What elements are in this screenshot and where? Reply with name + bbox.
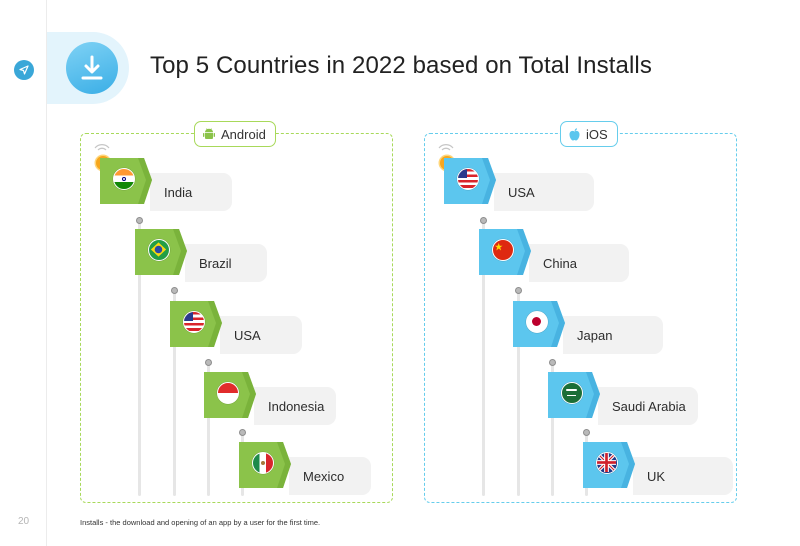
flag-pole	[173, 292, 176, 496]
uk-flag-icon	[596, 452, 618, 474]
footnote: Installs - the download and opening of a…	[80, 518, 321, 527]
flag-pole-cap	[549, 359, 556, 366]
download-icon	[66, 42, 118, 94]
flag-pole-cap	[480, 217, 487, 224]
compass-icon[interactable]	[14, 60, 34, 80]
apple-icon	[569, 127, 580, 140]
flag-pole-cap	[239, 429, 246, 436]
usa-flag-icon	[457, 168, 479, 190]
signal-icon	[94, 144, 110, 151]
country-label: USA	[494, 173, 594, 211]
android-badge-label: Android	[221, 126, 266, 142]
mexico-flag-icon	[252, 452, 274, 474]
japan-flag-icon	[526, 311, 548, 333]
flag-pole	[207, 364, 210, 496]
page-title: Top 5 Countries in 2022 based on Total I…	[150, 52, 652, 79]
country-label: Japan	[563, 316, 663, 354]
ios-panel: iOS	[424, 121, 737, 503]
flag-pole-cap	[583, 429, 590, 436]
country-label: China	[529, 244, 629, 282]
flag-pole-cap	[205, 359, 212, 366]
flag-pole-cap	[515, 287, 522, 294]
saudi-arabia-flag-icon	[561, 382, 583, 404]
flag-pole-cap	[171, 287, 178, 294]
android-panel: Android	[80, 121, 393, 503]
india-flag-icon	[113, 168, 135, 190]
ios-badge-label: iOS	[586, 126, 608, 142]
flag-pole-cap	[136, 217, 143, 224]
country-label: India	[150, 173, 232, 211]
country-label: USA	[220, 316, 302, 354]
flag-pole	[551, 364, 554, 496]
brazil-flag-icon	[148, 239, 170, 261]
country-label: Saudi Arabia	[598, 387, 698, 425]
ios-badge: iOS	[560, 121, 618, 147]
country-label: UK	[633, 457, 733, 495]
country-label: Indonesia	[254, 387, 336, 425]
sidebar: 20	[0, 0, 47, 546]
flag-pole	[517, 292, 520, 496]
china-flag-icon	[492, 239, 514, 261]
indonesia-flag-icon	[217, 382, 239, 404]
country-label: Brazil	[185, 244, 267, 282]
flag-pole	[138, 222, 141, 496]
header-icon-badge	[47, 32, 129, 104]
page-number: 20	[17, 516, 30, 527]
country-label: Mexico	[289, 457, 371, 495]
usa-flag-icon	[183, 311, 205, 333]
signal-icon	[438, 144, 454, 151]
android-badge: Android	[194, 121, 276, 147]
android-icon	[203, 127, 215, 139]
flag-pole	[482, 222, 485, 496]
